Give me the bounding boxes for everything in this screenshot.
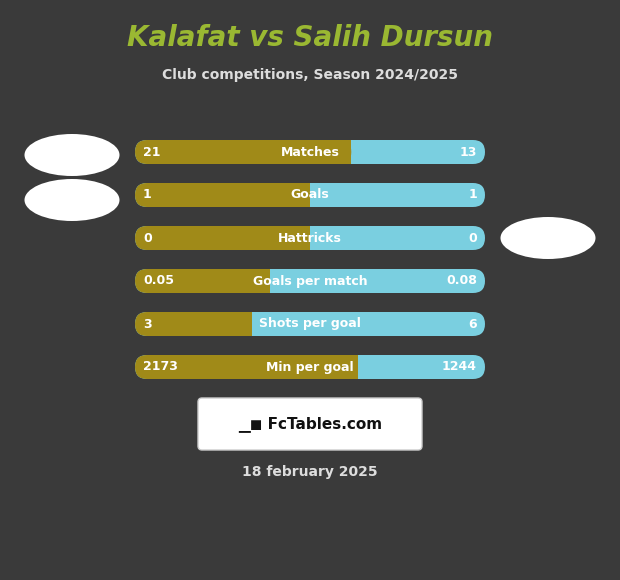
Bar — [298, 183, 310, 207]
Ellipse shape — [500, 217, 595, 259]
Text: Goals per match: Goals per match — [253, 274, 367, 288]
Text: 0.05: 0.05 — [143, 274, 174, 288]
Text: ▁◼ FcTables.com: ▁◼ FcTables.com — [238, 416, 382, 432]
Text: Matches: Matches — [281, 146, 339, 158]
Text: 1244: 1244 — [442, 361, 477, 374]
Text: 1: 1 — [468, 188, 477, 201]
Bar — [258, 269, 270, 293]
Bar — [345, 355, 358, 379]
Text: Goals: Goals — [291, 188, 329, 201]
Text: 6: 6 — [468, 317, 477, 331]
FancyBboxPatch shape — [135, 269, 485, 293]
FancyBboxPatch shape — [198, 398, 422, 450]
Text: Hattricks: Hattricks — [278, 231, 342, 245]
FancyBboxPatch shape — [135, 226, 485, 250]
Text: 1: 1 — [143, 188, 152, 201]
Text: 0: 0 — [143, 231, 152, 245]
FancyBboxPatch shape — [135, 312, 252, 336]
FancyBboxPatch shape — [135, 140, 485, 164]
FancyBboxPatch shape — [135, 355, 358, 379]
Text: 2173: 2173 — [143, 361, 178, 374]
Text: 13: 13 — [459, 146, 477, 158]
FancyBboxPatch shape — [135, 183, 485, 207]
Text: 3: 3 — [143, 317, 152, 331]
Text: 0.08: 0.08 — [446, 274, 477, 288]
FancyBboxPatch shape — [135, 183, 310, 207]
Text: Min per goal: Min per goal — [266, 361, 354, 374]
Text: 21: 21 — [143, 146, 161, 158]
Text: Kalafat vs Salih Dursun: Kalafat vs Salih Dursun — [127, 24, 493, 52]
FancyBboxPatch shape — [135, 355, 485, 379]
Ellipse shape — [25, 179, 120, 221]
Text: Club competitions, Season 2024/2025: Club competitions, Season 2024/2025 — [162, 68, 458, 82]
Ellipse shape — [25, 134, 120, 176]
FancyBboxPatch shape — [135, 269, 270, 293]
Bar — [339, 140, 352, 164]
Bar — [239, 312, 252, 336]
Bar — [298, 226, 310, 250]
Text: 18 february 2025: 18 february 2025 — [242, 465, 378, 479]
FancyBboxPatch shape — [135, 312, 485, 336]
FancyBboxPatch shape — [135, 226, 310, 250]
Text: 0: 0 — [468, 231, 477, 245]
FancyBboxPatch shape — [135, 140, 352, 164]
Text: Shots per goal: Shots per goal — [259, 317, 361, 331]
